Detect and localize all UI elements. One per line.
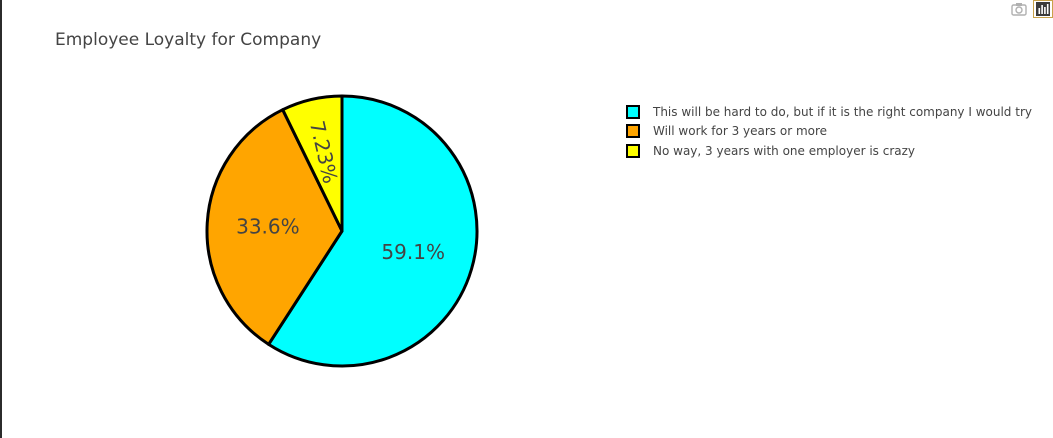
legend-item[interactable]: No way, 3 years with one employer is cra… [626, 141, 1032, 161]
chart-title: Employee Loyalty for Company [55, 30, 322, 50]
slice-label: 33.6% [236, 215, 300, 239]
legend-swatch [626, 124, 640, 139]
legend-swatch [626, 104, 640, 119]
pie-slice[interactable] [205, 108, 344, 346]
legend: This will be hard to do, but if it is th… [626, 102, 1032, 161]
legend-item[interactable]: Will work for 3 years or more [626, 122, 1032, 142]
legend-swatch [626, 143, 640, 158]
camera-icon[interactable] [1009, 0, 1029, 18]
legend-label: No way, 3 years with one employer is cra… [653, 143, 916, 158]
legend-label: This will be hard to do, but if it is th… [653, 104, 1032, 119]
window-left-border [0, 0, 2, 438]
legend-label: Will work for 3 years or more [653, 124, 828, 139]
pie-slice[interactable] [281, 94, 344, 233]
slice-label: 59.1% [381, 240, 445, 264]
legend-item[interactable]: This will be hard to do, but if it is th… [626, 102, 1032, 122]
pie-slice[interactable] [267, 94, 479, 368]
